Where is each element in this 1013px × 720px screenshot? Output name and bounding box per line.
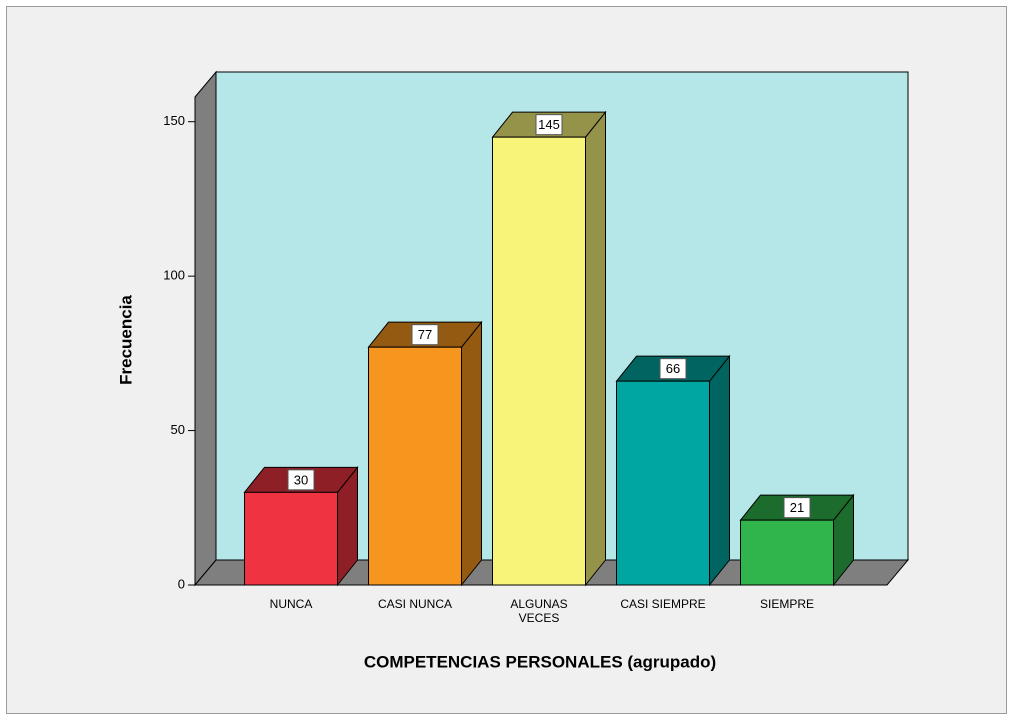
y-tick-label: 0 [178,576,185,591]
y-tick-label: 50 [171,422,185,437]
bar-front [740,519,834,586]
bar-front [616,380,710,586]
y-tick-label: 150 [163,113,185,128]
bar [491,110,607,587]
bar-front [368,346,462,586]
value-label-box [783,497,811,519]
bar [367,320,483,587]
bar-front [244,491,338,586]
y-axis-title: Frecuencia [116,295,135,385]
x-tick-label: ALGUNAS VECES [510,597,568,625]
bar-side [585,110,606,587]
bar [739,493,855,587]
y-tick-label: 100 [163,268,185,283]
bar [615,354,731,587]
value-label: 77 [418,327,432,342]
x-axis-title: COMPETENCIAS PERSONALES (agrupado) [364,652,716,671]
value-label-box [411,324,439,346]
x-tick-label: NUNCA [269,597,313,611]
x-tick-label: SIEMPRE [759,597,814,611]
bar-side [709,354,730,587]
x-tick-label: CASI SIEMPRE [620,597,706,611]
value-label-box [659,358,687,380]
bar-side [461,320,482,587]
value-label-box [287,469,315,491]
value-label: 21 [790,500,804,515]
value-label: 30 [294,472,308,487]
side-wall [194,70,217,587]
value-label: 145 [538,117,560,132]
x-tick-label: CASI NUNCA [377,597,452,611]
value-label: 66 [666,361,680,376]
value-label-box [535,114,563,136]
bar-front [492,136,586,586]
